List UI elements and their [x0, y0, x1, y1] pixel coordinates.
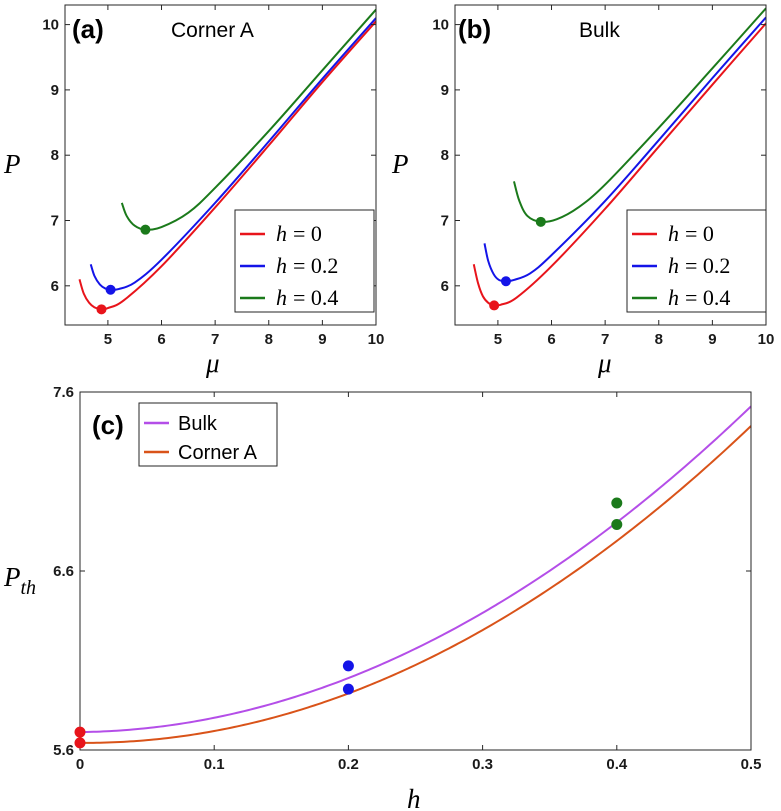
- panel-b-xtick-label: 7: [601, 331, 609, 348]
- panel-b-min-point-1: [500, 276, 511, 287]
- panel-a-ytick-label: 6: [51, 278, 59, 295]
- panel-b-min-point-2: [535, 216, 546, 227]
- panel-b-ytick-label: 9: [441, 82, 449, 99]
- panel-c-xtick-label: 0.4: [606, 756, 628, 773]
- panel-b-ticks: 5 6 7 8 9 10 6 7 8 9 10: [432, 5, 774, 348]
- panel-b-ytick-label: 8: [441, 147, 449, 164]
- panel-a-xlabel: μ: [205, 348, 220, 378]
- panel-a-xtick-label: 7: [211, 331, 219, 348]
- panel-c-xtick-label: 0: [76, 756, 84, 773]
- panel-a-xtick-label: 10: [368, 331, 385, 348]
- panel-b-tag: (b): [458, 14, 491, 44]
- panel-b-title: Bulk: [579, 19, 620, 42]
- panel-c-series-line-1: [80, 425, 751, 744]
- panel-a-ytick-label: 7: [51, 213, 59, 230]
- panel-a-legend-label: h = 0.2: [276, 253, 338, 278]
- panel-c-tag: (c): [92, 410, 124, 440]
- panel-a-ytick-label: 10: [42, 17, 59, 34]
- panel-a-series-line-0: [78, 20, 376, 311]
- panel-b-ytick-label: 6: [441, 278, 449, 295]
- panel-c-ylabel: Pth: [3, 562, 36, 599]
- panel-c-threshold-point: [611, 497, 623, 509]
- panel-b-legend-label: h = 0.4: [668, 285, 730, 310]
- panel-a-legend-label: h = 0.4: [276, 285, 338, 310]
- panel-b-series-line-1: [483, 16, 766, 283]
- panel-a-xtick-label: 5: [104, 331, 112, 348]
- panel-b-min-point-0: [489, 300, 500, 311]
- panel-a-axes-frame: [64, 4, 377, 326]
- panel-b-xtick-label: 6: [547, 331, 555, 348]
- panel-c-threshold-point: [342, 660, 354, 672]
- panel-b-series-line-2: [513, 7, 766, 223]
- panel-a-series: [78, 8, 376, 315]
- panel-c-ytick-label: 5.6: [53, 742, 74, 759]
- panel-c-series-line-0: [80, 405, 751, 734]
- panel-c-legend: Bulk Corner A: [138, 402, 278, 467]
- panel-c-threshold: 0 0.1 0.2 0.3 0.4 0.5 5.6 6.6 7.6 (c) Pth h Bulk…: [3, 384, 761, 811]
- panel-a-legend: h = 0 h = 0.2 h = 0.4: [234, 209, 375, 313]
- panel-a-min-point-0: [96, 304, 107, 315]
- panel-a-legend-label: h = 0: [276, 221, 322, 246]
- panel-a-xtick-label: 9: [318, 331, 326, 348]
- panel-b-legend-label: h = 0.2: [668, 253, 730, 278]
- panel-a-xtick-label: 8: [265, 331, 273, 348]
- panel-b-xtick-label: 10: [758, 331, 775, 348]
- panel-c-legend-box: [138, 402, 278, 467]
- panel-c-series: [80, 405, 751, 744]
- panel-b-series-line-0: [472, 22, 766, 307]
- panel-b-legend-label: h = 0: [668, 221, 714, 246]
- panel-a-xtick-label: 6: [157, 331, 165, 348]
- panel-c-xtick-label: 0.3: [472, 756, 493, 773]
- panel-a-ticks: 5 6 7 8 9 10 6 7 8 9 10: [42, 5, 384, 348]
- panel-b-legend-box: [626, 209, 767, 313]
- panel-c-threshold-point: [74, 737, 86, 749]
- panel-b-xtick-label: 9: [708, 331, 716, 348]
- panel-a-series-line-2: [120, 8, 376, 231]
- panel-b-series: [472, 7, 766, 311]
- panel-a-ytick-label: 9: [51, 82, 59, 99]
- panel-c-threshold-point: [342, 683, 354, 695]
- panel-a-min-point-1: [105, 284, 116, 295]
- panel-c-ylabel-main: P: [3, 562, 21, 592]
- panel-b-ytick-label: 7: [441, 213, 449, 230]
- panel-b-legend: h = 0 h = 0.2 h = 0.4: [626, 209, 767, 313]
- panel-b-xtick-label: 8: [655, 331, 663, 348]
- panel-c-xtick-label: 0.2: [338, 756, 359, 773]
- panel-a-legend-box: [234, 209, 375, 313]
- panel-c-ticks: 0 0.1 0.2 0.3 0.4 0.5 5.6 6.6 7.6: [53, 384, 761, 773]
- panel-c-legend-label: Corner A: [178, 442, 258, 464]
- panel-a-corner-a: 5 6 7 8 9 10 6 7 8 9 10 (a) Corner A P μ h = 0 h = 0.…: [3, 4, 384, 378]
- panel-b-xtick-label: 5: [494, 331, 502, 348]
- panel-b-ytick-label: 10: [432, 17, 449, 34]
- panel-c-threshold-point: [74, 726, 86, 738]
- panel-a-min-point-2: [140, 224, 151, 235]
- panel-b-axes-frame: [454, 4, 767, 326]
- panel-b-xlabel: μ: [597, 348, 612, 378]
- panel-b-ylabel: P: [391, 149, 409, 179]
- panel-a-tag: (a): [72, 14, 104, 44]
- panel-c-xtick-label: 0.5: [741, 756, 762, 773]
- panel-c-ytick-label: 6.6: [53, 563, 74, 580]
- panel-a-ytick-label: 8: [51, 147, 59, 164]
- panel-a-series-line-1: [89, 17, 376, 291]
- panel-c-xtick-label: 0.1: [204, 756, 225, 773]
- panel-c-ylabel-sub: th: [21, 577, 37, 599]
- panel-a-title: Corner A: [171, 19, 254, 42]
- panel-a-ylabel: P: [3, 149, 21, 179]
- panel-c-legend-label: Bulk: [178, 413, 218, 435]
- panel-c-threshold-point: [611, 518, 623, 530]
- panel-c-xlabel: h: [407, 784, 421, 811]
- panel-c-ytick-label: 7.6: [53, 384, 74, 401]
